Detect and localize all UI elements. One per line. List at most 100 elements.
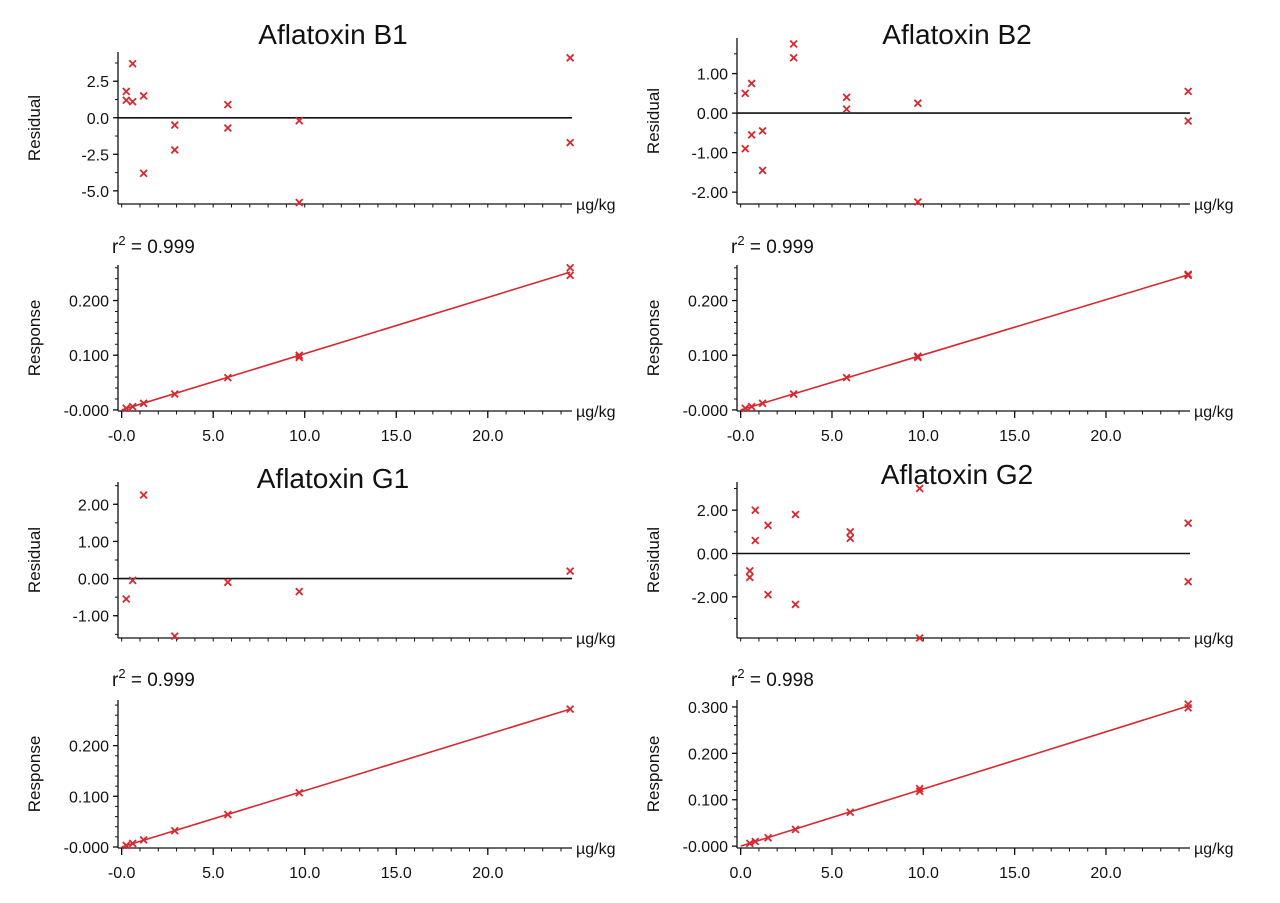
response-point [566,705,575,714]
response-point [764,833,773,842]
residual-point-stroke-b [842,93,851,102]
r-squared-value: = 0.998 [745,670,814,691]
residual-y-label: Residual [25,527,44,593]
response-x-tick-label: 15.0 [381,865,412,882]
response-point [295,351,304,360]
residual-point-stroke-b [758,166,767,175]
r-squared-label: r2 = 0.999 [112,233,195,258]
residual-x-unit: µg/kg [576,197,615,214]
residual-point [122,594,131,604]
residual-point-stroke-b [791,510,800,519]
response-x-unit: µg/kg [1194,841,1233,858]
residual-point [1184,87,1193,96]
response-point-stroke-b [566,705,575,714]
response-y-tick-label: -0.000 [683,839,728,856]
response-point-stroke-b [139,399,148,408]
residual-point-stroke-b [295,587,304,596]
response-y-label: Response [644,300,663,377]
residual-point [842,93,851,102]
residual-point-stroke-b [566,567,575,576]
response-point-stroke-b [842,373,851,382]
response-point [751,837,760,846]
response-x-tick-label: 10.0 [289,428,320,445]
residual-point-stroke-b [139,91,148,100]
panel-2: Aflatoxin B2 1.00 0.00 -1.00 -2.00 Residual µg… [644,19,1233,445]
response-x-tick-label: 10.0 [908,865,939,882]
response-y-tick-label: 0.100 [69,789,109,806]
response-point [295,788,304,797]
residual-point-stroke-b [913,99,922,108]
response-point-stroke-b [741,404,750,413]
residual-point-stroke-b [789,53,798,62]
response-point [1184,270,1193,279]
r-squared-label: r2 = 0.999 [112,666,195,691]
residual-point-stroke-b [295,116,304,125]
residual-point [566,138,575,147]
response-plot: -0.0 5.0 10.0 15.0 20.0 0.200 0.100 -0.000 Respo… [25,233,615,445]
residual-y-tick-label: 2.00 [78,497,109,514]
response-y-label: Response [25,736,44,813]
response-point [745,839,754,848]
residual-point [139,169,148,178]
residual-point-stroke-b [1184,519,1193,528]
residual-point [846,534,855,543]
residual-point-stroke-b [139,169,148,178]
residual-y-label: Residual [644,527,663,593]
residual-point [751,506,760,515]
r-squared-value: = 0.999 [126,670,195,691]
response-x-tick-label: -0.0 [108,428,136,445]
residual-point-stroke-b [745,566,754,575]
response-point-stroke-b [745,839,754,848]
response-x-tick-label: 20.0 [472,865,503,882]
response-point-stroke-b [846,808,855,817]
residual-point [789,53,798,62]
residual-point [758,166,767,175]
residual-point-stroke-b [764,521,773,530]
residual-point-stroke-b [1184,577,1193,586]
residual-point-stroke-b [915,633,924,643]
residual-point-stroke-b [223,123,232,133]
residual-point-stroke-b [751,536,760,545]
residual-point [751,536,760,545]
residual-point [223,100,232,109]
residual-point [223,578,232,587]
response-point [842,373,851,382]
response-point [1184,700,1193,709]
response-y-label: Response [644,736,663,813]
residual-y-tick-label: 0.0 [87,111,109,128]
r-squared-exponent: 2 [737,666,744,681]
calibration-fit-line [740,274,1189,411]
response-point [170,390,179,399]
residual-y-label: Residual [644,88,663,154]
response-point-stroke-b [747,402,756,411]
response-point-stroke-b [170,826,179,835]
residual-point-stroke-b [295,198,304,207]
r-squared-label: r2 = 0.999 [731,233,814,258]
residual-point-stroke-b [842,105,851,114]
residual-point [170,121,179,130]
r-squared-label: r2 = 0.998 [731,666,814,691]
response-point-stroke-b [915,784,924,793]
residual-point [1184,116,1193,126]
response-x-tick-label: 20.0 [472,428,503,445]
response-point-stroke-b [122,404,131,413]
residual-point-stroke-b [122,87,131,96]
response-x-tick-label: -0.0 [108,865,136,882]
r-squared-prefix: r [731,237,738,258]
residual-x-unit: µg/kg [1194,197,1233,214]
response-y-tick-label: 0.100 [688,793,728,810]
response-point-stroke-b [789,390,798,399]
residual-point [915,484,924,493]
response-x-tick-label: 10.0 [289,865,320,882]
residual-point [741,89,750,98]
residual-point-stroke-b [566,138,575,147]
response-plot: 0.0 5.0 10.0 15.0 20.0 0.300 0.200 0.100 -0.000 R… [644,666,1233,882]
response-x-tick-label: 0.0 [730,865,752,882]
response-y-tick-label: 0.300 [688,700,728,717]
residual-point-stroke-b [1184,116,1193,126]
response-point [122,841,131,850]
residual-plot: 2.5 0.0 -2.5 -5.0 Residual µg/kg [25,52,615,214]
response-y-tick-label: 0.100 [69,348,109,365]
residual-x-unit: µg/kg [1194,631,1233,648]
residual-plot: 2.00 1.00 0.00 -1.00 Residual µg/kg [25,482,615,648]
